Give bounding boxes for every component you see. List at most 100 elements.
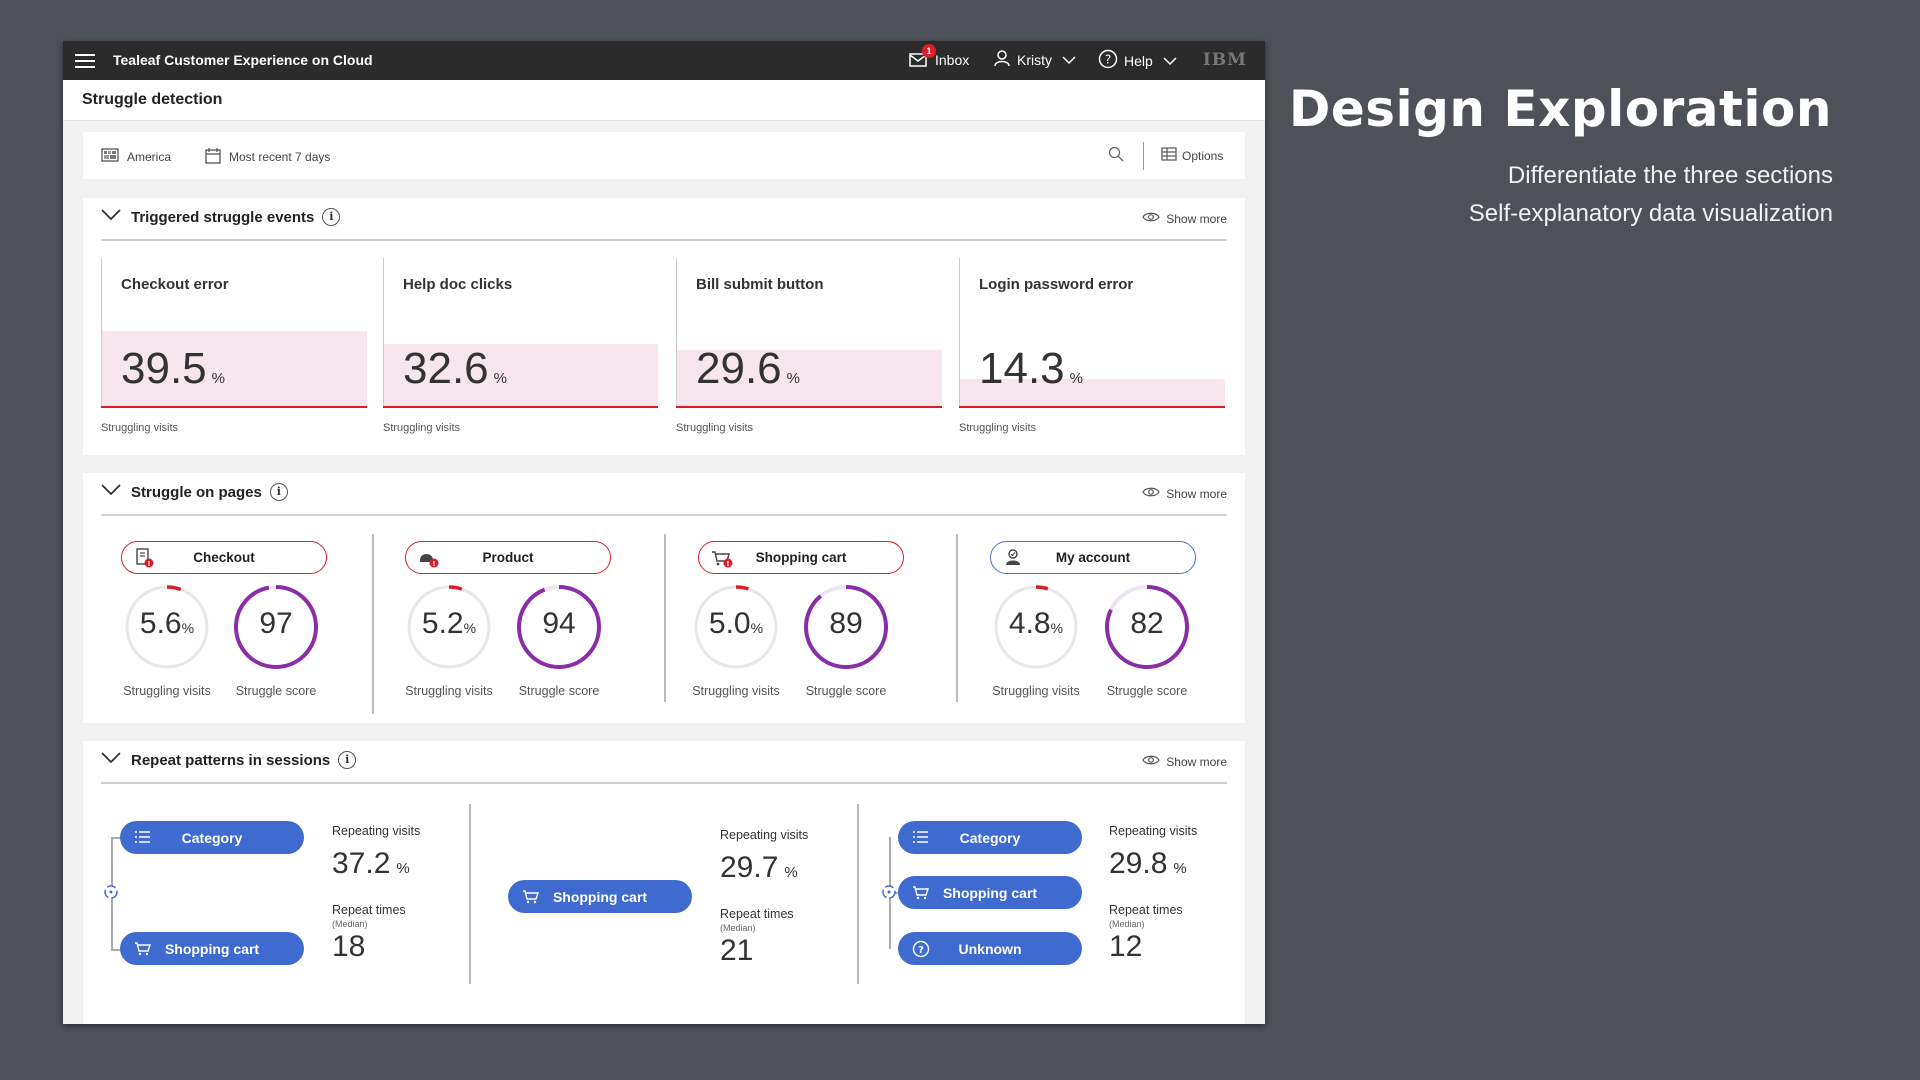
score-label: Struggle score — [805, 684, 887, 698]
column-divider — [469, 804, 471, 984]
event-card[interactable]: Help doc clicks 32.6% Struggling visits — [383, 258, 658, 434]
date-range-filter[interactable]: Most recent 7 days — [205, 147, 330, 167]
info-icon[interactable]: i — [338, 751, 357, 769]
visits-ring — [125, 585, 209, 669]
pattern-connector — [889, 892, 903, 894]
score-arc — [1105, 585, 1189, 669]
page-pill-product[interactable]: ! Product — [405, 541, 611, 574]
svg-text:!: ! — [147, 560, 150, 568]
product-alert-icon: ! — [418, 547, 440, 572]
pattern-step[interactable]: Category — [120, 821, 304, 854]
show-more-link[interactable]: Show more — [1142, 486, 1227, 501]
event-card[interactable]: Login password error 14.3% Struggling vi… — [959, 258, 1225, 434]
repeat-times-value: 21 — [720, 934, 754, 967]
list-icon — [134, 829, 152, 848]
pattern-step[interactable]: Shopping cart — [898, 876, 1082, 909]
event-card[interactable]: Checkout error 39.5% Struggling visits — [101, 258, 367, 434]
repeating-unit: % — [1173, 860, 1187, 877]
search-button[interactable] — [1108, 146, 1124, 165]
eye-icon — [1142, 486, 1160, 501]
event-sublabel: Struggling visits — [383, 422, 461, 434]
repeating-visits-label: Repeating visits — [720, 828, 809, 842]
repeat-loop-icon — [881, 884, 897, 900]
page-pill-checkout[interactable]: ! Checkout — [121, 541, 327, 574]
show-more-link[interactable]: Show more — [1142, 754, 1227, 769]
info-icon[interactable]: i — [322, 208, 341, 226]
chevron-down-icon — [101, 483, 121, 501]
event-value: 32.6% — [403, 344, 507, 394]
repeating-number: 29.7 — [720, 851, 779, 884]
options-button[interactable]: Options — [1161, 147, 1223, 164]
event-value-number: 29.6 — [696, 344, 782, 393]
page-pill-my-account[interactable]: My account — [990, 541, 1196, 574]
page-column-shopping-cart: ! Shopping cart 5.0% Struggling visits 8… — [678, 533, 948, 713]
cart-icon — [522, 888, 540, 907]
region-filter[interactable]: America — [101, 147, 171, 166]
event-baseline — [383, 405, 658, 408]
info-icon[interactable]: i — [269, 483, 288, 501]
score-ring — [804, 585, 888, 669]
visits-arc — [125, 585, 209, 669]
visits-arc — [694, 585, 778, 669]
visits-number: 5.6 — [139, 607, 182, 640]
struggling-visits-gauge: 5.6% — [123, 583, 211, 671]
repeat-patterns-header[interactable]: Repeat patterns in sessions i — [101, 751, 357, 769]
event-fill-bar — [960, 379, 1225, 406]
inbox-button[interactable]: 1 Inbox — [909, 44, 969, 70]
event-card[interactable]: Bill submit button 29.6% Struggling visi… — [676, 258, 942, 434]
score-ring — [234, 585, 318, 669]
event-value-unit: % — [1069, 370, 1083, 387]
pattern-step[interactable]: Shopping cart — [508, 880, 692, 913]
repeating-visits-label: Repeating visits — [1109, 824, 1198, 838]
show-more-label: Show more — [1166, 486, 1227, 501]
struggle-pages-header[interactable]: Struggle on pages i — [101, 483, 288, 501]
event-title: Help doc clicks — [403, 276, 513, 293]
account-check-icon — [1003, 547, 1025, 572]
triggered-events-header[interactable]: Triggered struggle events i — [101, 208, 341, 226]
event-value-number: 39.5 — [121, 344, 207, 393]
repeating-visits-value: 29.8% — [1109, 847, 1187, 881]
date-range-label: Most recent 7 days — [229, 150, 331, 164]
eye-icon — [1142, 754, 1160, 769]
visits-label: Struggling visits — [405, 684, 493, 698]
event-sublabel: Struggling visits — [676, 422, 754, 434]
event-sublabel: Struggling visits — [959, 422, 1037, 434]
column-divider — [857, 804, 859, 984]
pattern-step[interactable]: Shopping cart — [120, 932, 304, 965]
column-divider — [372, 534, 374, 714]
help-menu[interactable]: ? Help — [1098, 49, 1177, 72]
question-icon: ? — [912, 940, 930, 961]
slide-title: Design Exploration — [1288, 80, 1832, 138]
repeating-unit: % — [396, 860, 410, 877]
show-more-link[interactable]: Show more — [1142, 211, 1227, 226]
visits-arc — [407, 585, 491, 669]
event-fill-bar — [677, 350, 942, 406]
visits-value: 5.0% — [692, 607, 780, 641]
visits-number: 5.2 — [421, 607, 464, 640]
score-value: 97 — [259, 607, 293, 640]
struggling-visits-gauge: 5.0% — [692, 583, 780, 671]
pattern-step-label: Unknown — [958, 940, 1022, 957]
pattern-step[interactable]: Category — [898, 821, 1082, 854]
user-menu[interactable]: Kristy — [993, 49, 1076, 70]
page-pill-shopping-cart[interactable]: ! Shopping cart — [698, 541, 904, 574]
user-icon — [993, 49, 1011, 70]
filter-bar: America Most recent 7 days Options — [83, 132, 1245, 179]
visits-ring — [994, 585, 1078, 669]
svg-text:!: ! — [726, 560, 729, 568]
median-label: (Median) — [1109, 919, 1145, 929]
event-title: Checkout error — [121, 276, 229, 293]
card-border — [383, 258, 384, 406]
repeating-number: 37.2 — [332, 847, 391, 880]
hamburger-menu-icon[interactable] — [75, 51, 95, 69]
svg-text:?: ? — [1105, 53, 1111, 67]
pattern-step-label: Category — [181, 829, 243, 846]
repeat-times-value: 12 — [1109, 930, 1143, 963]
section-title: Struggle on pages — [131, 483, 262, 501]
visits-ring — [407, 585, 491, 669]
score-value: 82 — [1130, 607, 1164, 640]
page-header: Struggle detection — [63, 80, 1265, 121]
pattern-step[interactable]: ? Unknown — [898, 932, 1082, 965]
visits-label: Struggling visits — [992, 684, 1080, 698]
eye-icon — [1142, 211, 1160, 226]
